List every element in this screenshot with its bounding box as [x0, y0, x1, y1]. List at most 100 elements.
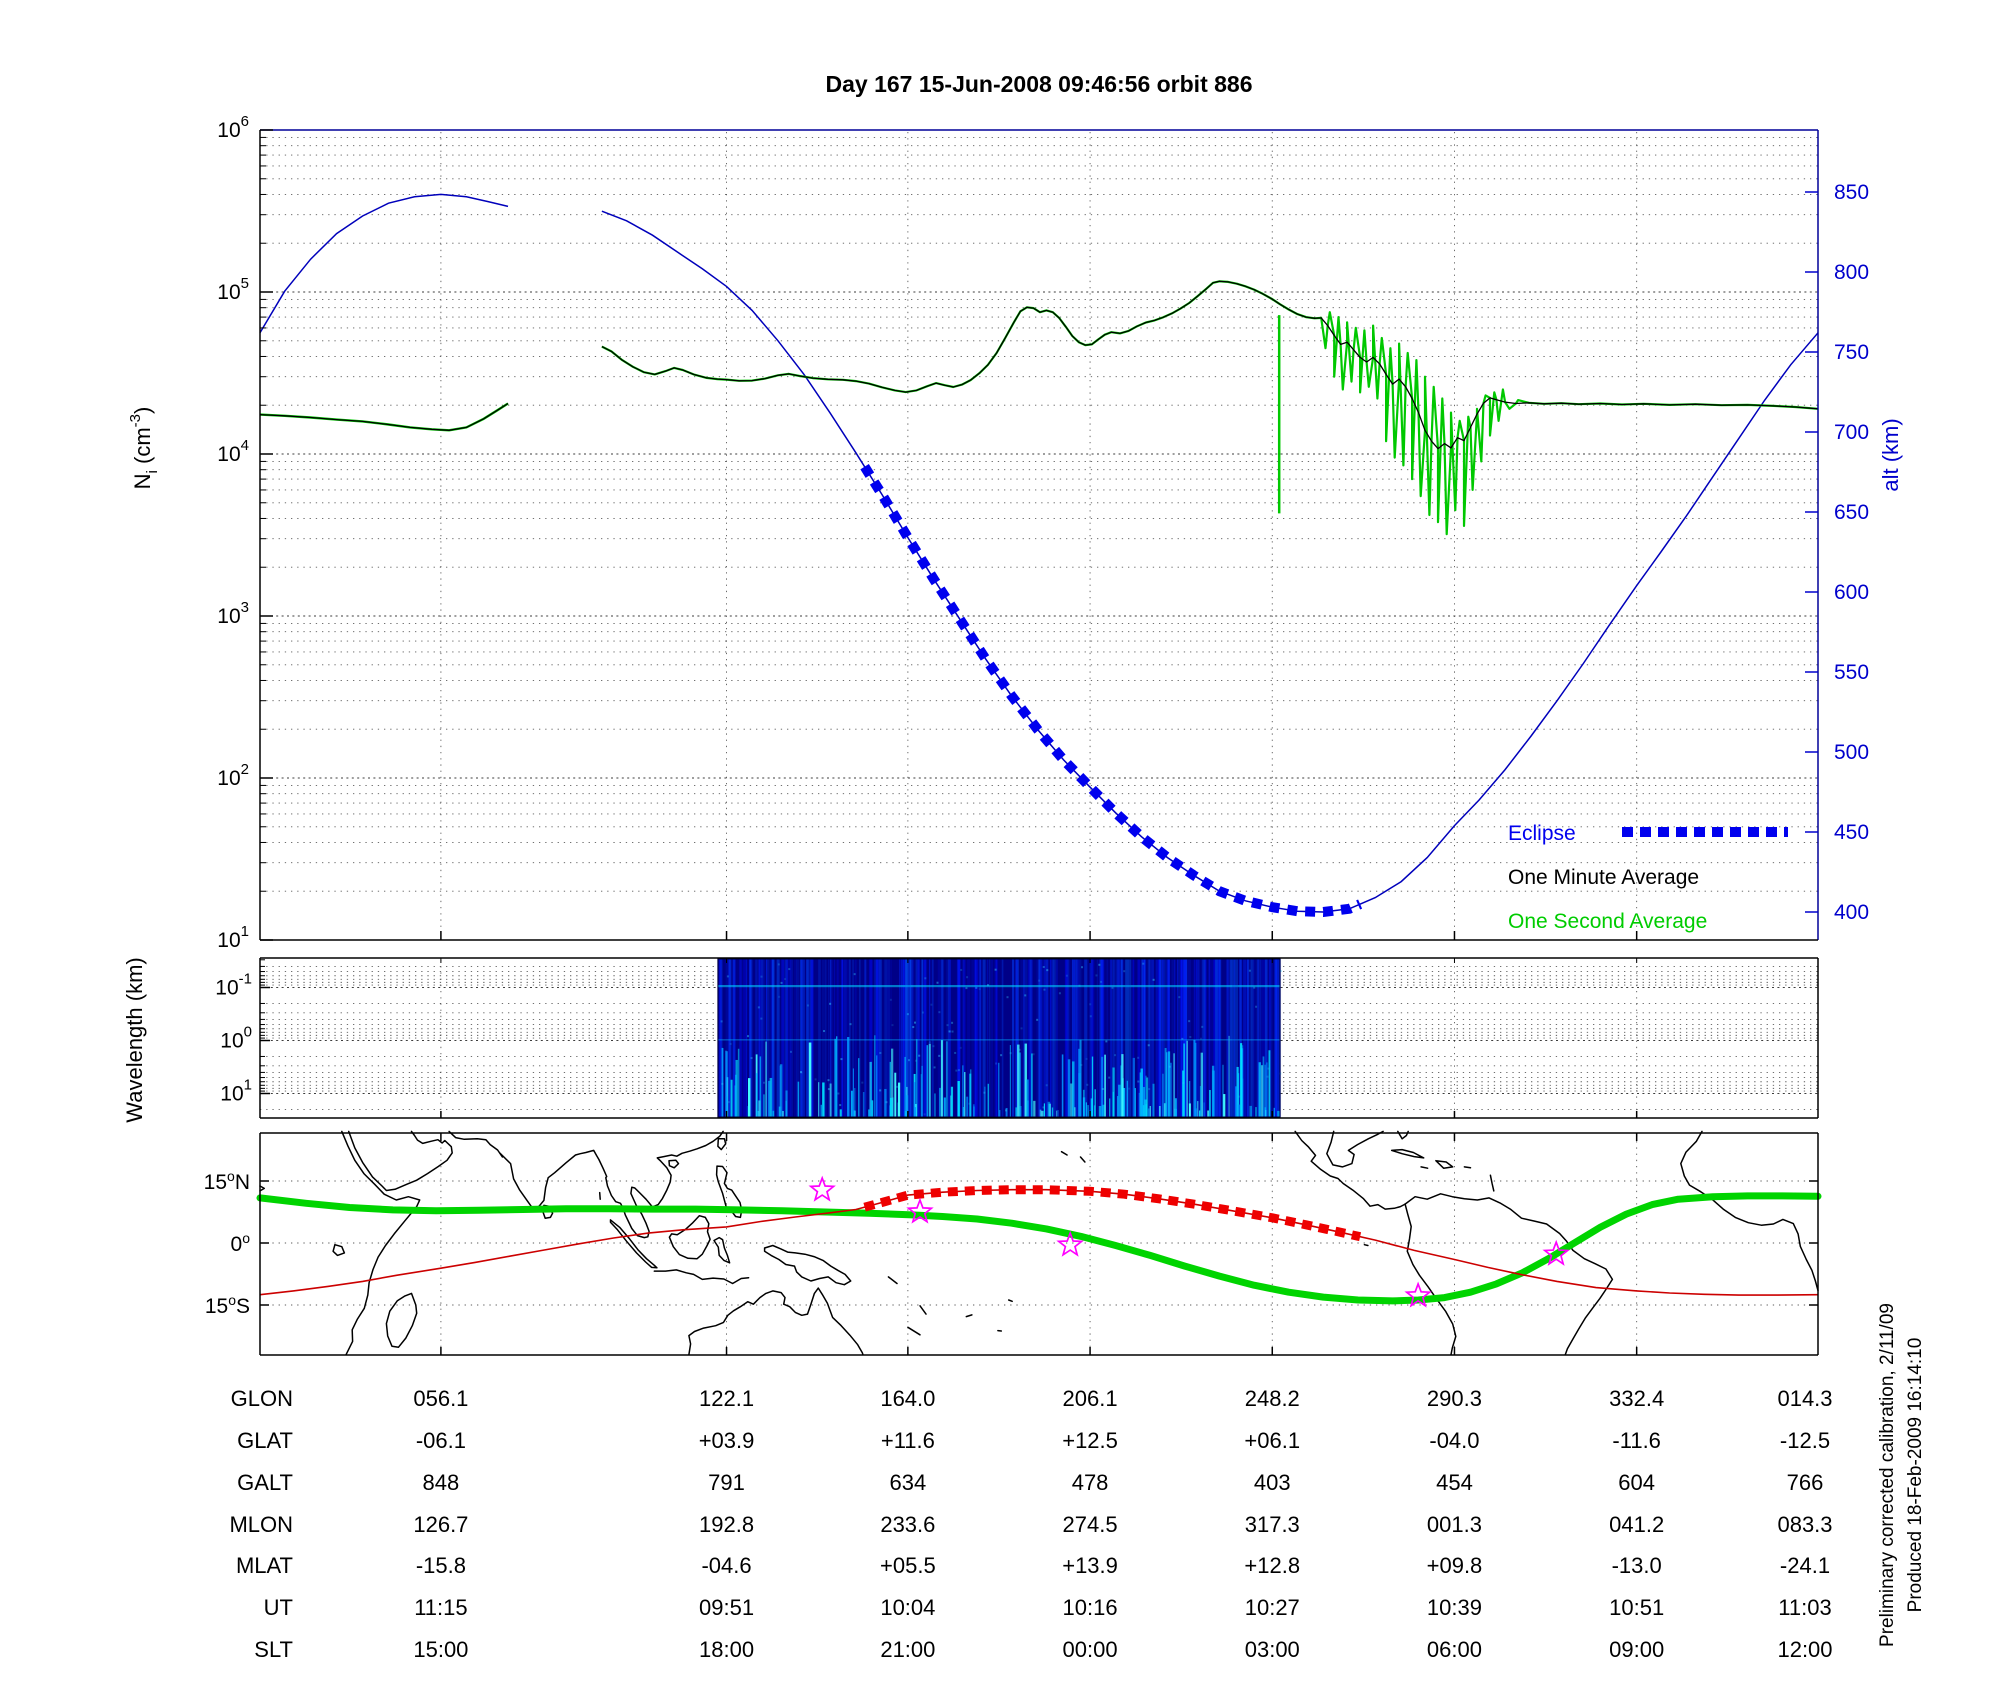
spectro-streak [929, 959, 931, 1117]
table-cell: +05.5 [880, 1553, 936, 1578]
table-row-label: UT [264, 1595, 293, 1620]
spectro-streak [1166, 959, 1170, 1117]
spectro-bright-spike [934, 1093, 936, 1117]
spectro-speckle [907, 1059, 910, 1062]
spectro-speckle [788, 968, 791, 971]
spectro-streak [1258, 959, 1261, 1117]
spectro-bright-spike [725, 1051, 728, 1117]
spectro-streak [1024, 959, 1028, 1117]
coastline [609, 1219, 658, 1269]
spectro-streak [1226, 959, 1229, 1117]
spectro-bright-spike [868, 1109, 871, 1117]
spectro-speckle [1267, 1067, 1270, 1070]
coastline [1435, 1159, 1454, 1169]
spectro-speckle [933, 1066, 936, 1069]
spectro-streak [1181, 959, 1183, 1117]
table-cell: 634 [890, 1470, 927, 1495]
table-cell: 00:00 [1063, 1637, 1118, 1662]
spectro-speckle [995, 1062, 998, 1065]
spectro-streak [1233, 959, 1236, 1117]
spectro-speckle [960, 968, 963, 971]
spectro-speckle [1089, 1015, 1092, 1018]
spectro-streak [1269, 959, 1273, 1117]
spectro-streak [1249, 959, 1252, 1117]
spectro-streak [781, 959, 785, 1117]
gridlines-layer [260, 132, 1818, 1353]
spectro-streak [921, 959, 924, 1117]
spectro-speckle [837, 1092, 840, 1095]
spectro-bright-spike [820, 1104, 822, 1117]
spectro-bright-spike [734, 1074, 737, 1117]
table-cell: -13.0 [1612, 1553, 1662, 1578]
spectro-streak [1100, 959, 1104, 1117]
page-title: Day 167 15-Jun-2008 09:46:56 orbit 886 [825, 71, 1252, 97]
spectro-streak [929, 959, 931, 1117]
spectro-streak [975, 959, 977, 1117]
spectro-streak [901, 959, 903, 1117]
spectro-streak [1180, 959, 1183, 1117]
table-cell: 233.6 [880, 1512, 935, 1537]
spectro-streak [979, 959, 982, 1117]
spectro-speckle [1148, 1088, 1151, 1091]
one-second-average-curve [601, 280, 1819, 536]
spectro-streak [719, 959, 722, 1117]
spectro-streak [1038, 959, 1041, 1117]
spectro-streak [822, 959, 824, 1117]
spectro-speckle [1098, 963, 1101, 966]
table-cell: 11:03 [1778, 1595, 1831, 1620]
spectro-streak [957, 959, 961, 1117]
spectro-bright-spike [1132, 1057, 1136, 1117]
spectro-streak [725, 959, 729, 1117]
spectro-streak [963, 959, 966, 1117]
spectro-streak [986, 959, 989, 1117]
spectro-streak [947, 959, 950, 1117]
spectro-streak [1046, 959, 1048, 1117]
spectro-streak [1246, 959, 1250, 1117]
spectro-streak [869, 959, 873, 1117]
spectro-bright-spike [962, 1065, 964, 1117]
spectro-bright-spike [1041, 1110, 1044, 1117]
spectro-speckle [760, 1017, 763, 1020]
spectro-streak [1038, 959, 1041, 1117]
legend-eclipse-label: Eclipse [1508, 822, 1576, 845]
spectro-bright-spike [782, 1110, 784, 1117]
spectro-streak [761, 959, 764, 1117]
spectro-bright-spike [1223, 1094, 1226, 1117]
spectro-bright-spike [763, 1094, 765, 1117]
spectro-streak [1242, 959, 1247, 1117]
spectro-bright-spike [1277, 1110, 1280, 1117]
spectro-bright-spike [889, 1097, 893, 1117]
coastline [598, 1191, 601, 1200]
spectro-bright-spike [939, 1087, 941, 1117]
spectro-bright-spike [1047, 1101, 1051, 1117]
spectro-bright-spike [1262, 1056, 1265, 1117]
spectro-bright-spike [1087, 1105, 1089, 1117]
spectro-bright-spike [945, 1041, 948, 1117]
spectro-streak [1278, 959, 1282, 1117]
spectro-streak [994, 959, 998, 1117]
spectro-streak [956, 959, 959, 1117]
spectro-bright-spike [1143, 1086, 1145, 1117]
spectro-streak [1118, 959, 1121, 1117]
spectro-speckle [827, 1079, 830, 1082]
spectro-speckle [885, 1101, 888, 1104]
spectro-streak [809, 959, 813, 1117]
data-layer [256, 193, 1822, 1356]
spectro-streak [1096, 959, 1099, 1117]
spectro-streak [800, 959, 803, 1117]
spectro-bright-spike [1169, 1062, 1172, 1117]
spectro-bright-spike [1164, 1048, 1167, 1117]
spectro-streak [739, 959, 741, 1117]
spectro-streak [789, 959, 792, 1117]
spectro-streak [1066, 959, 1069, 1117]
spectro-streak [1052, 959, 1056, 1117]
spectro-streak [1141, 959, 1144, 1117]
spectro-streak [1215, 959, 1217, 1117]
spectro-speckle [800, 1070, 803, 1073]
table-row-label: GALT [237, 1470, 293, 1495]
spectro-bright-spike [897, 1082, 901, 1117]
coastline [259, 1185, 266, 1192]
spectro-streak [807, 959, 809, 1117]
spectro-streak [1072, 959, 1075, 1117]
spectro-bright-spike [1242, 1045, 1244, 1117]
